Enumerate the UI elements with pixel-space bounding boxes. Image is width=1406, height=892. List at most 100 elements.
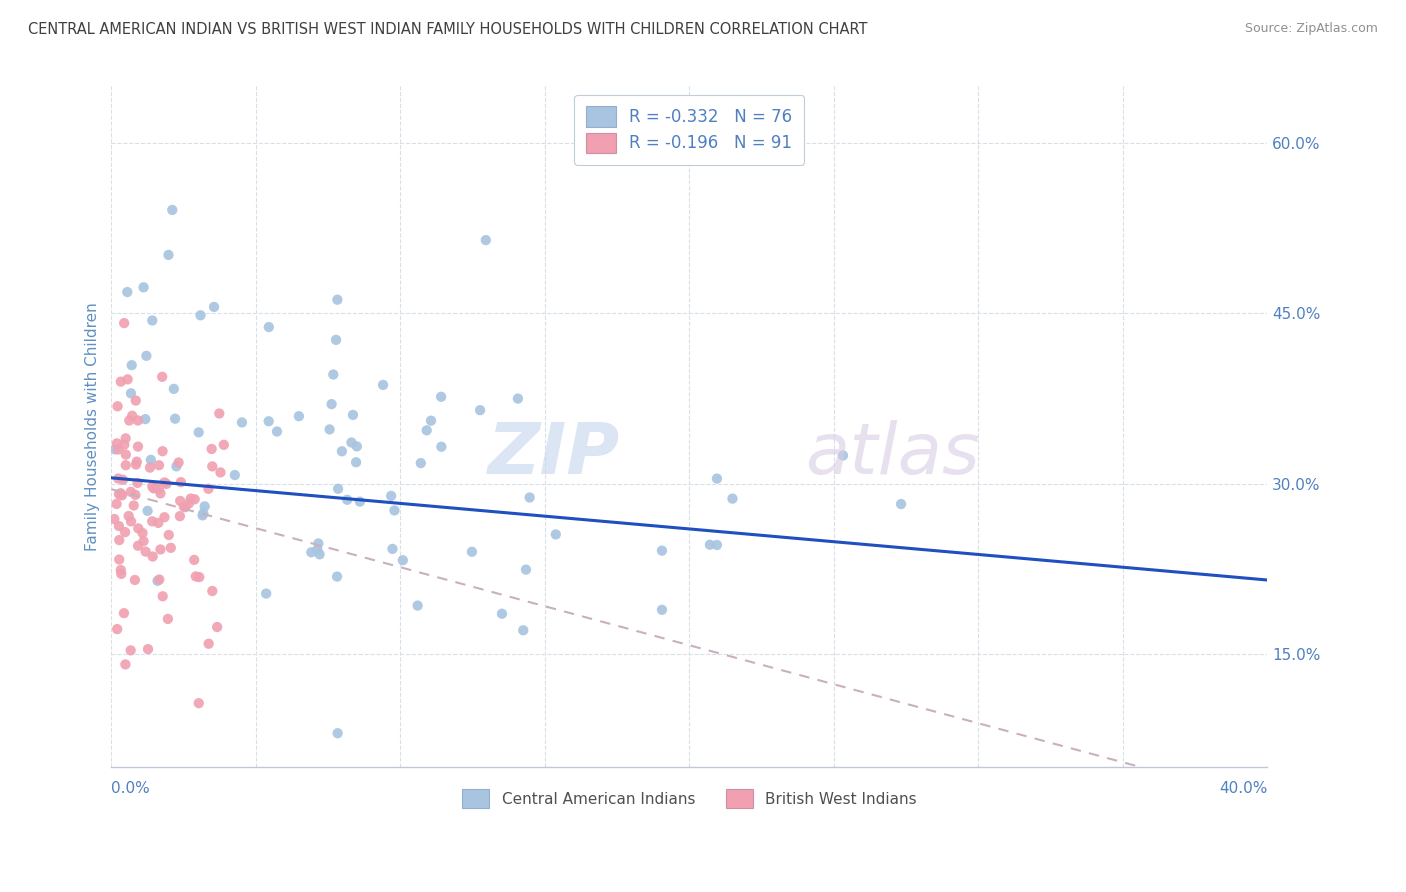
Point (384, 503, 406, 517)
Point (706, 538, 728, 552)
Point (318, 422, 340, 436)
Point (110, 563, 132, 577)
Point (224, 468, 246, 483)
Point (202, 300, 225, 314)
Point (342, 408, 364, 422)
Point (201, 584, 224, 599)
Point (114, 458, 136, 473)
Point (187, 696, 209, 710)
Point (257, 320, 280, 334)
Point (491, 607, 513, 621)
Point (157, 248, 180, 262)
Point (132, 280, 155, 294)
Point (153, 510, 176, 524)
Point (165, 411, 187, 425)
Point (420, 414, 443, 428)
Point (336, 492, 359, 507)
Point (159, 541, 181, 555)
Point (117, 285, 139, 299)
Point (326, 482, 349, 496)
Point (307, 542, 329, 557)
Point (124, 488, 146, 502)
Point (107, 442, 129, 457)
Point (321, 397, 343, 411)
Point (699, 538, 721, 552)
Point (148, 516, 170, 530)
Point (152, 589, 174, 603)
Point (121, 409, 143, 423)
Point (326, 569, 349, 583)
Point (105, 622, 128, 636)
Point (308, 547, 330, 561)
Point (105, 497, 128, 511)
Point (124, 573, 146, 587)
Point (155, 477, 177, 491)
Point (115, 448, 138, 462)
Point (416, 423, 439, 437)
Point (157, 528, 180, 542)
Text: 0.0%: 0.0% (111, 780, 150, 796)
Point (153, 475, 176, 490)
Point (322, 368, 344, 382)
Point (330, 444, 353, 458)
Point (832, 449, 855, 463)
Point (110, 487, 132, 501)
Point (180, 491, 202, 506)
Point (325, 333, 347, 347)
Point (107, 399, 129, 413)
Point (127, 521, 149, 535)
Point (254, 586, 277, 600)
Point (134, 412, 156, 426)
Point (112, 606, 135, 620)
Y-axis label: Family Households with Children: Family Households with Children (86, 302, 100, 551)
Point (103, 512, 125, 526)
Point (406, 599, 429, 613)
Point (162, 202, 184, 217)
Point (143, 481, 166, 495)
Point (266, 425, 288, 439)
Point (288, 409, 311, 424)
Point (191, 508, 214, 523)
Text: CENTRAL AMERICAN INDIAN VS BRITISH WEST INDIAN FAMILY HOUSEHOLDS WITH CHILDREN C: CENTRAL AMERICAN INDIAN VS BRITISH WEST … (28, 22, 868, 37)
Point (108, 519, 131, 533)
Point (326, 726, 349, 740)
Point (890, 497, 912, 511)
Point (461, 545, 484, 559)
Text: 40.0%: 40.0% (1219, 780, 1267, 796)
Point (371, 378, 394, 392)
Point (721, 491, 744, 506)
Point (409, 456, 432, 470)
Point (127, 440, 149, 454)
Point (127, 413, 149, 427)
Point (136, 642, 159, 657)
Point (120, 643, 142, 657)
Point (148, 573, 170, 587)
Point (381, 541, 404, 556)
Point (212, 438, 235, 452)
Point (139, 460, 162, 475)
Text: ZIP: ZIP (488, 419, 620, 489)
Legend: Central American Indians, British West Indians: Central American Indians, British West I… (456, 783, 924, 814)
Point (340, 435, 363, 450)
Point (177, 496, 200, 510)
Point (146, 574, 169, 588)
Point (326, 293, 349, 307)
Point (131, 526, 153, 541)
Point (122, 499, 145, 513)
Point (135, 544, 157, 558)
Point (108, 533, 131, 547)
Point (142, 549, 165, 564)
Point (114, 431, 136, 445)
Point (149, 486, 172, 500)
Text: Source: ZipAtlas.com: Source: ZipAtlas.com (1244, 22, 1378, 36)
Point (208, 407, 231, 421)
Point (149, 542, 172, 557)
Point (120, 386, 142, 401)
Text: atlas: atlas (806, 419, 980, 489)
Point (183, 553, 205, 567)
Point (110, 566, 132, 581)
Point (136, 504, 159, 518)
Point (651, 543, 673, 558)
Point (156, 612, 179, 626)
Point (167, 456, 190, 470)
